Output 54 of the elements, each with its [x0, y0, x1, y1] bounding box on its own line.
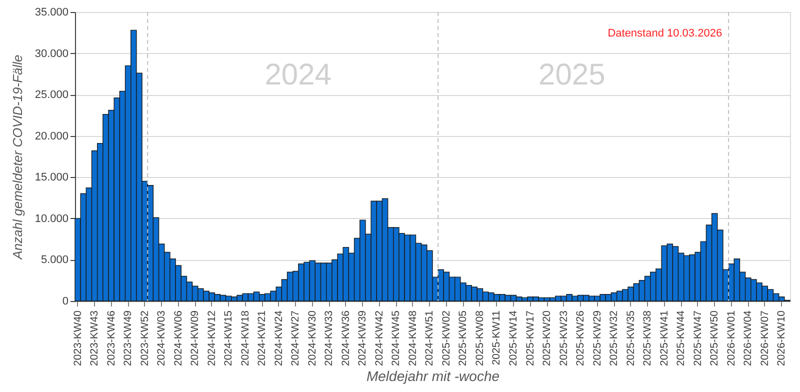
x-tick-label: 2025-KW44: [675, 310, 688, 366]
x-tick-label: 2024-KW39: [356, 310, 369, 366]
x-tick-label: 2023-KW40: [72, 310, 84, 366]
x-tick-label: 2025-KW14: [507, 310, 520, 366]
x-tick-label: 2024-KW03: [156, 310, 168, 366]
x-tick-label: 2025-KW08: [474, 310, 486, 366]
x-tick-label: 2024-KW24: [272, 310, 285, 366]
x-tick-label: 2025-KW50: [708, 310, 721, 366]
x-tick-label: 2025-KW38: [642, 310, 654, 366]
x-tick-label: 2025-KW17: [524, 310, 536, 366]
annotation: Datenstand 10.03.2026: [608, 28, 722, 40]
x-tick-label: 2024-KW48: [406, 310, 419, 366]
x-tick-label: 2023-KW46: [105, 310, 118, 366]
y-tick-label: 10.000: [34, 212, 68, 225]
x-tick-label: 2024-KW42: [373, 310, 386, 366]
x-tick-label: 2024-KW45: [390, 310, 402, 366]
x-tick-label: 2026-KW04: [742, 310, 754, 366]
x-tick-label: 2024-KW09: [189, 310, 202, 366]
x-tick-label: 2024-KW06: [172, 310, 184, 366]
x-tick-label: 2026-KW07: [758, 310, 771, 366]
x-tick-label: 2024-KW15: [222, 310, 235, 366]
x-tick-label: 2024-KW36: [340, 310, 352, 366]
x-tick-label: 2024-KW33: [323, 310, 336, 366]
x-tick-label: 2024-KW51: [424, 310, 436, 366]
x-tick-label: 2025-KW02: [440, 310, 452, 366]
x-tick-label: 2025-KW05: [457, 310, 470, 366]
x-tick-label: 2025-KW20: [541, 310, 554, 366]
y-tick-label: 25.000: [34, 89, 68, 102]
y-tick-label: 20.000: [34, 130, 68, 142]
x-tick-label: 2024-KW12: [206, 310, 218, 366]
x-axis-title: Meldejahr mit -woche: [366, 368, 500, 384]
x-tick-label: 2025-KW26: [574, 310, 587, 366]
y-tick-label: 35.000: [34, 6, 68, 18]
y-tick-label: 15.000: [34, 172, 68, 184]
x-tick-label: 2025-KW23: [558, 310, 570, 366]
x-tick-label: 2025-KW41: [658, 310, 670, 366]
x-tick-label: 2023-KW49: [122, 310, 134, 366]
x-tick-label: 2023-KW43: [88, 310, 101, 366]
x-tick-label: 2023-KW52: [138, 310, 151, 366]
x-tick-label: 2026-KW01: [725, 310, 738, 366]
x-tick-label: 2024-KW21: [256, 310, 268, 366]
y-tick-label: 30.000: [34, 48, 68, 60]
x-tick-label: 2025-KW32: [608, 310, 620, 366]
x-tick-label: 2026-KW10: [776, 310, 788, 366]
y-axis-title: Anzahl gemeldeter COVID-19-Fälle: [10, 54, 25, 260]
x-tick-label: 2025-KW35: [624, 310, 637, 366]
x-tick-label: 2025-KW47: [692, 310, 704, 366]
x-tick-label: 2025-KW29: [591, 310, 604, 366]
x-tick-label: 2024-KW27: [290, 310, 302, 366]
x-tick-label: 2024-KW30: [306, 310, 318, 366]
x-tick-label: 2025-KW11: [490, 310, 503, 366]
y-tick-label: 0: [62, 296, 68, 308]
x-tick-label: 2024-KW18: [239, 310, 252, 366]
y-tick-label: 5.000: [40, 254, 68, 266]
